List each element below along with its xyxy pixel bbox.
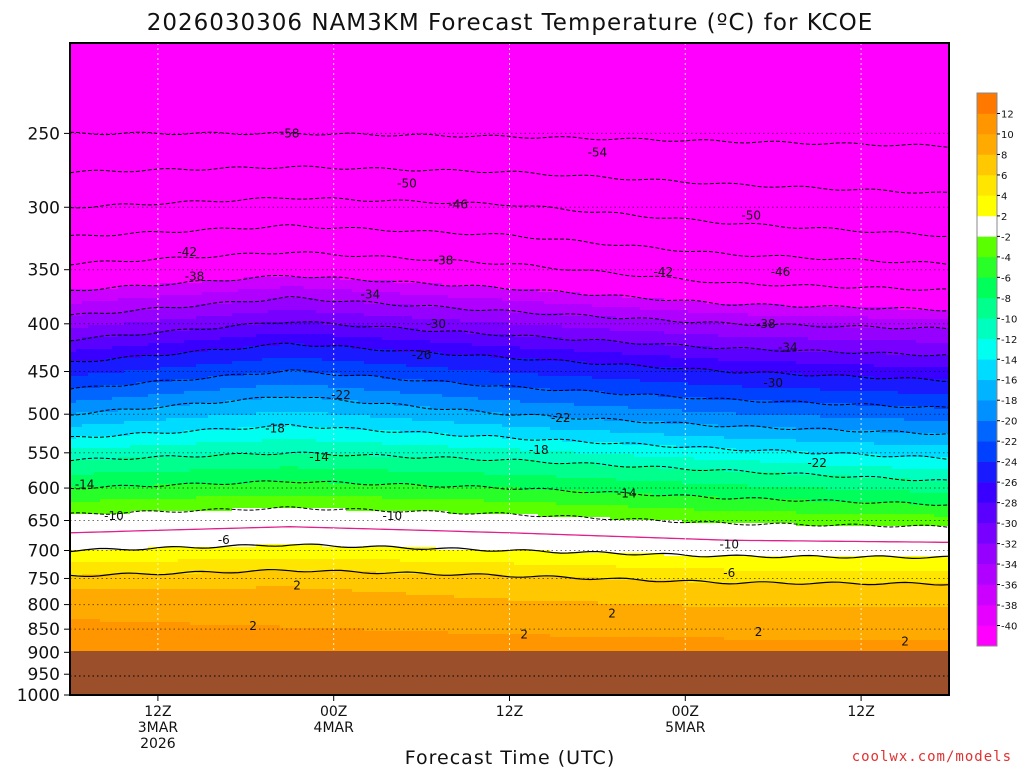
chart-title: 2026030306 NAM3KM Forecast Temperature (…	[147, 10, 874, 36]
plot-area: -58-54-50-46-50-42-38-42 -46-38-34-30 -38-…	[70, 43, 953, 698]
temperature-bands	[70, 43, 953, 698]
